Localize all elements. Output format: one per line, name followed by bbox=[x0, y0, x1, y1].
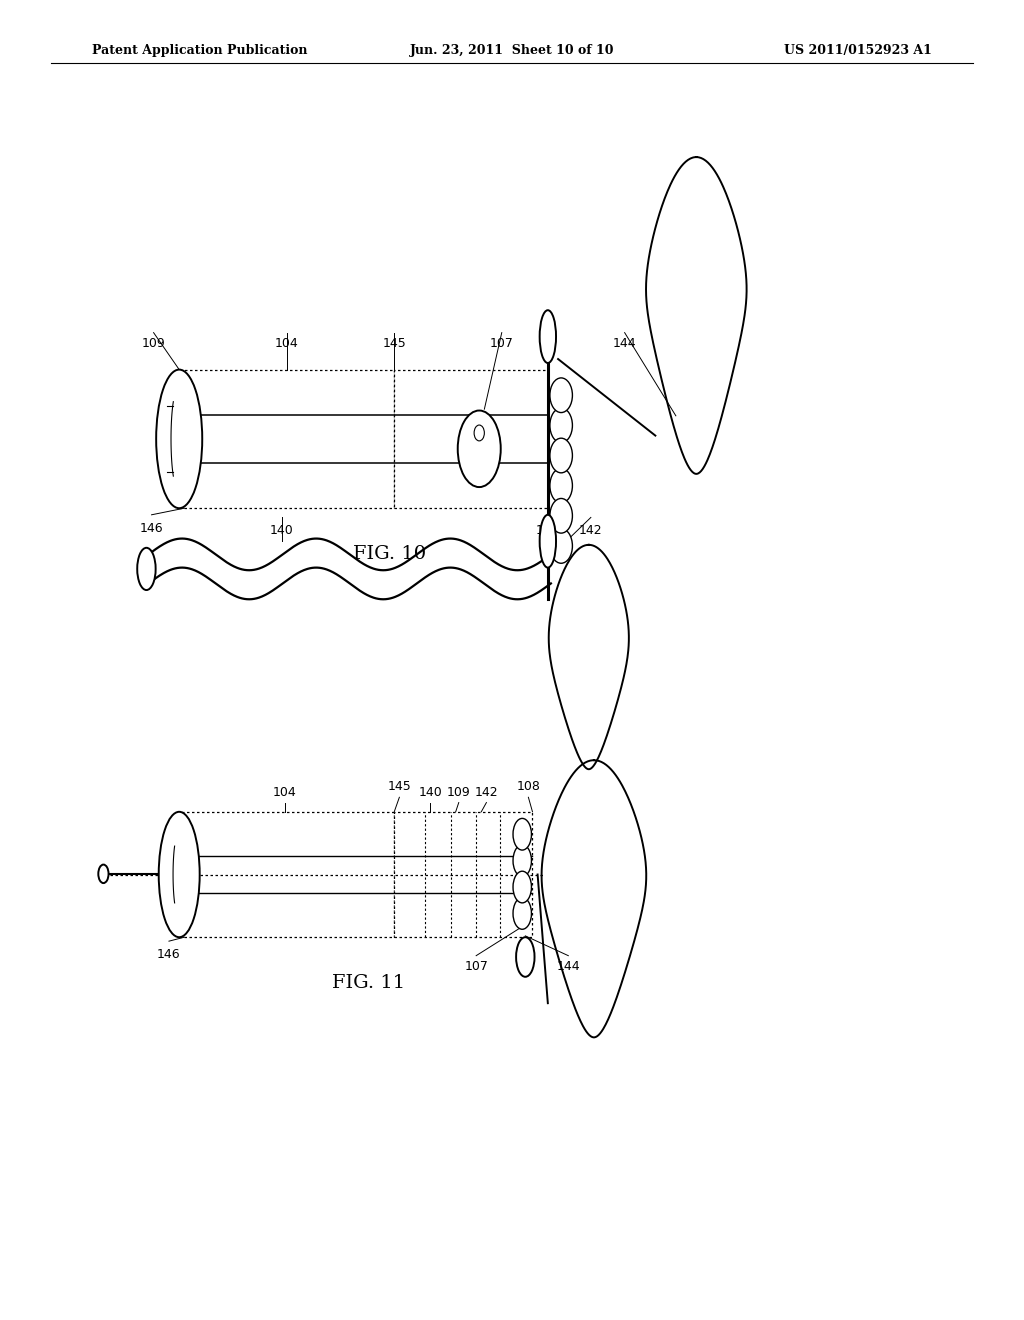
Bar bbox=[179, 370, 394, 508]
Text: 107: 107 bbox=[464, 960, 488, 973]
Text: 144: 144 bbox=[556, 960, 581, 973]
Ellipse shape bbox=[540, 515, 556, 568]
Ellipse shape bbox=[516, 937, 535, 977]
Text: 107: 107 bbox=[489, 337, 514, 350]
Ellipse shape bbox=[159, 812, 200, 937]
Text: 142: 142 bbox=[474, 785, 499, 799]
Bar bbox=[394, 812, 532, 937]
Ellipse shape bbox=[474, 425, 484, 441]
Ellipse shape bbox=[550, 499, 572, 533]
Text: 144: 144 bbox=[612, 337, 637, 350]
Text: 146: 146 bbox=[139, 521, 164, 535]
Ellipse shape bbox=[513, 845, 531, 876]
Text: 146: 146 bbox=[157, 948, 181, 961]
Text: 140: 140 bbox=[418, 785, 442, 799]
Bar bbox=[394, 370, 548, 508]
Ellipse shape bbox=[156, 370, 202, 508]
Ellipse shape bbox=[458, 411, 501, 487]
Text: 104: 104 bbox=[272, 785, 297, 799]
Text: 108: 108 bbox=[516, 780, 541, 793]
Text: 104: 104 bbox=[274, 337, 299, 350]
Text: FIG. 11: FIG. 11 bbox=[332, 974, 406, 993]
Text: 108: 108 bbox=[536, 524, 560, 537]
Text: Jun. 23, 2011  Sheet 10 of 10: Jun. 23, 2011 Sheet 10 of 10 bbox=[410, 44, 614, 57]
Bar bbox=[179, 812, 394, 937]
Ellipse shape bbox=[550, 378, 572, 413]
Ellipse shape bbox=[550, 469, 572, 503]
Text: 145: 145 bbox=[382, 337, 407, 350]
Text: 109: 109 bbox=[446, 785, 471, 799]
Text: 145: 145 bbox=[387, 780, 412, 793]
Ellipse shape bbox=[550, 528, 572, 564]
Ellipse shape bbox=[513, 818, 531, 850]
Ellipse shape bbox=[550, 438, 572, 473]
Ellipse shape bbox=[513, 871, 531, 903]
Text: FIG. 10: FIG. 10 bbox=[352, 545, 426, 564]
Ellipse shape bbox=[137, 548, 156, 590]
Ellipse shape bbox=[550, 408, 572, 442]
Ellipse shape bbox=[98, 865, 109, 883]
Text: 142: 142 bbox=[579, 524, 603, 537]
Ellipse shape bbox=[513, 898, 531, 929]
Text: 109: 109 bbox=[141, 337, 166, 350]
Text: 140: 140 bbox=[269, 524, 294, 537]
Text: Patent Application Publication: Patent Application Publication bbox=[92, 44, 307, 57]
Ellipse shape bbox=[540, 310, 556, 363]
Text: US 2011/0152923 A1: US 2011/0152923 A1 bbox=[784, 44, 932, 57]
